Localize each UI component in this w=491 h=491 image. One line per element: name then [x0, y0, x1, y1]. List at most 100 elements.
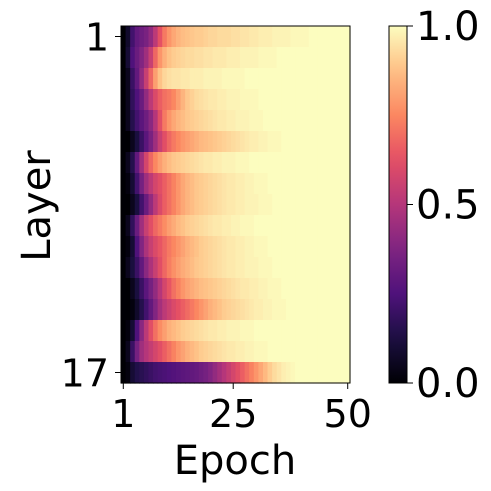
heatmap-cell — [226, 152, 232, 174]
heatmap-cell — [249, 341, 255, 363]
heatmap-cell — [217, 131, 223, 153]
heatmap-cell — [194, 89, 200, 111]
heatmap-cell — [230, 26, 237, 48]
heatmap-cell — [198, 131, 205, 153]
heatmap-cell — [189, 257, 195, 279]
heatmap-cell — [125, 215, 131, 237]
heatmap-cell — [130, 89, 136, 111]
heatmap-cell — [267, 341, 273, 363]
heatmap-cell — [226, 131, 232, 153]
heatmap-cell — [180, 152, 186, 174]
heatmap-cell — [262, 89, 269, 111]
heatmap-cell — [134, 341, 140, 363]
heatmap-cell — [295, 341, 301, 363]
y-tick-label: 17 — [61, 352, 109, 396]
heatmap-cell — [313, 131, 319, 153]
heatmap-cell — [125, 173, 131, 195]
heatmap-cell — [304, 299, 310, 321]
heatmap-cell — [235, 89, 241, 111]
heatmap-cell — [281, 173, 287, 195]
heatmap-cell — [327, 173, 333, 195]
heatmap-cell — [180, 110, 186, 132]
heatmap-cell — [331, 215, 337, 237]
heatmap-cell — [304, 320, 310, 342]
heatmap-cell — [299, 320, 305, 342]
heatmap-cell — [258, 152, 264, 174]
heatmap-cell — [162, 299, 168, 321]
heatmap-cell — [340, 320, 347, 342]
heatmap-cell — [336, 320, 342, 342]
heatmap-cell — [304, 68, 310, 90]
heatmap-cell — [203, 131, 209, 153]
heatmap-cell — [226, 26, 232, 48]
heatmap-cell — [258, 26, 264, 48]
heatmap-cell — [340, 278, 347, 300]
heatmap-cell — [253, 341, 259, 363]
heatmap-cell — [317, 47, 324, 69]
heatmap-cell — [253, 257, 259, 279]
heatmap-cell — [203, 68, 209, 90]
heatmap-cell — [340, 257, 347, 279]
heatmap-cell — [262, 236, 269, 258]
heatmap-cell — [281, 110, 287, 132]
heatmap-cell — [331, 341, 337, 363]
heatmap-cell — [134, 236, 140, 258]
heatmap-cell — [180, 47, 186, 69]
heatmap-cell — [194, 68, 200, 90]
heatmap-cell — [240, 320, 246, 342]
heatmap-cell — [345, 194, 351, 216]
heatmap-cell — [180, 131, 186, 153]
heatmap-cell — [340, 173, 347, 195]
heatmap-cell — [230, 47, 237, 69]
heatmap-cell — [189, 299, 195, 321]
heatmap-cell — [185, 236, 191, 258]
heatmap-cell — [308, 89, 314, 111]
heatmap-cell — [295, 299, 301, 321]
heatmap-cell — [331, 278, 337, 300]
heatmap-cell — [180, 89, 186, 111]
heatmap-cell — [340, 362, 347, 384]
heatmap-cell — [285, 362, 292, 384]
heatmap-cell — [285, 110, 292, 132]
heatmap-cell — [340, 47, 347, 69]
heatmap-cell — [267, 131, 273, 153]
heatmap-cell — [244, 278, 250, 300]
heatmap-cell — [240, 215, 246, 237]
heatmap-cell — [139, 320, 145, 342]
heatmap-cell — [331, 47, 337, 69]
heatmap-cell — [308, 257, 314, 279]
heatmap-cell — [171, 47, 177, 69]
heatmap-cell — [230, 68, 237, 90]
heatmap-cell — [235, 47, 241, 69]
heatmap-cell — [253, 320, 259, 342]
heatmap-cell — [327, 257, 333, 279]
heatmap-cell — [258, 257, 264, 279]
heatmap-cell — [235, 215, 241, 237]
heatmap-cell — [281, 320, 287, 342]
heatmap-cell — [253, 299, 259, 321]
heatmap-cell — [171, 341, 177, 363]
heatmap-cell — [185, 362, 191, 384]
heatmap-cell — [175, 26, 182, 48]
heatmap-cell — [235, 341, 241, 363]
heatmap-cell — [162, 257, 168, 279]
heatmap-cell — [304, 194, 310, 216]
heatmap-cell — [175, 278, 182, 300]
heatmap-cell — [322, 131, 328, 153]
heatmap-cell — [198, 26, 205, 48]
heatmap-cell — [208, 236, 214, 258]
heatmap-cell — [249, 89, 255, 111]
heatmap-cell — [262, 26, 269, 48]
heatmap-cell — [290, 215, 296, 237]
heatmap-cell — [208, 89, 214, 111]
heatmap-cell — [304, 341, 310, 363]
heatmap-cell — [340, 341, 347, 363]
heatmap-cell — [308, 110, 314, 132]
heatmap-cell — [317, 257, 324, 279]
heatmap-cell — [272, 362, 278, 384]
heatmap-cell — [299, 194, 305, 216]
heatmap-cell — [125, 257, 131, 279]
heatmap-cell — [217, 215, 223, 237]
heatmap-cell — [258, 131, 264, 153]
heatmap-cell — [304, 110, 310, 132]
